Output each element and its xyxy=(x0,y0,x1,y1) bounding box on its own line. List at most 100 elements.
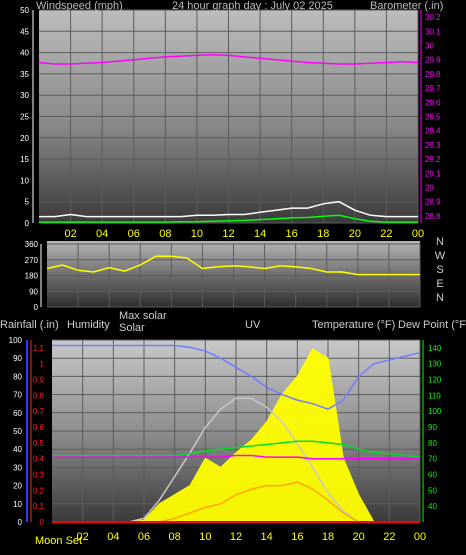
wind-average-line xyxy=(39,214,418,223)
rainfall-tick-label: 0.3 xyxy=(33,471,45,480)
rainfall-tick-label: 1 xyxy=(40,360,45,369)
rain-temp-x-tick-label: 10 xyxy=(199,531,211,543)
barometer-axis: 28.8 28.9 29 29.1 29.2 29.3 29.4 29.5 29.6 29.7 29… xyxy=(420,10,441,223)
barometer-tick-label: 29.5 xyxy=(425,113,441,122)
chart-header-label: Temperature (°F) xyxy=(312,319,395,331)
temperature-line xyxy=(52,440,421,458)
direction-grid xyxy=(47,243,421,308)
rainfall-tick-label: 0.9 xyxy=(33,376,45,385)
windspeed-tick-label: 0 xyxy=(25,219,30,228)
compass-label: N xyxy=(436,292,444,304)
humidity-tick-label: 10 xyxy=(13,500,22,509)
temperature-tick-label: 90 xyxy=(428,423,437,432)
barometer-tick-label: 28.8 xyxy=(425,212,441,221)
wind-x-tick-label: 22 xyxy=(380,228,392,240)
temperature-tick-label: 50 xyxy=(428,486,437,495)
wind-x-tick-label: 08 xyxy=(159,228,171,240)
barometer-tick-label: 29.2 xyxy=(425,155,441,164)
windspeed-tick-label: 5 xyxy=(25,198,30,207)
humidity-tick-label: 80 xyxy=(13,372,22,381)
chart-header-label: Humidity xyxy=(67,319,110,331)
barometer-tick-label: 29.4 xyxy=(425,127,441,136)
rain-temp-x-axis: 02 04 06 08 10 12 14 16 18 20 22 00 xyxy=(77,531,427,543)
rain-temp-x-tick-label: 02 xyxy=(77,531,89,543)
barometer-tick-label: 28.9 xyxy=(425,198,441,207)
chart-header-label: UV xyxy=(245,319,261,331)
compass-label: W xyxy=(435,250,446,262)
rainfall-tick-label: 0.2 xyxy=(33,486,45,495)
temperature-axis: 40 50 60 70 80 90 100 110 120 130 140 xyxy=(422,340,442,522)
windspeed-axis: 0 5 10 15 20 25 30 35 40 45 50 xyxy=(20,6,34,228)
wind-x-tick-label: 14 xyxy=(254,228,266,240)
wind-x-tick-label: 12 xyxy=(222,228,234,240)
barometer-tick-label: 29 xyxy=(425,184,434,193)
wind-x-tick-label: 06 xyxy=(128,228,140,240)
wind-baro-x-axis: 02 04 06 08 10 12 14 16 18 20 22 00 xyxy=(64,228,424,240)
temperature-tick-label: 120 xyxy=(428,376,442,385)
rain-temp-series xyxy=(52,344,421,523)
wind-x-tick-label: 02 xyxy=(64,228,76,240)
rain-temp-x-tick-label: 06 xyxy=(138,531,150,543)
direction-series xyxy=(46,255,420,276)
rain-temp-x-tick-label: 16 xyxy=(291,531,303,543)
compass-label: E xyxy=(436,278,443,290)
wind-x-tick-label: 18 xyxy=(317,228,329,240)
humidity-tick-label: 50 xyxy=(13,427,22,436)
humidity-line xyxy=(52,344,421,411)
chart-header-label: Rainfall (.in) xyxy=(0,319,59,331)
windspeed-tick-label: 20 xyxy=(20,134,29,143)
humidity-tick-label: 100 xyxy=(9,336,23,345)
temperature-tick-label: 140 xyxy=(428,344,442,353)
barometer-tick-label: 29.1 xyxy=(425,169,441,178)
temperature-tick-label: 130 xyxy=(428,360,442,369)
direction-tick-label: 90 xyxy=(29,287,38,296)
moon-set-label: Moon Set xyxy=(35,535,82,547)
windspeed-tick-label: 30 xyxy=(20,91,29,100)
temperature-tick-label: 80 xyxy=(428,439,437,448)
barometer-tick-label: 30 xyxy=(425,42,434,51)
rainfall-tick-label: 0.4 xyxy=(33,455,45,464)
rainfall-axis: 0 0.1 0.2 0.3 0.4 0.5 0.6 0.7 0.8 0.9 1 1.1 xyxy=(30,340,45,527)
humidity-tick-label: 40 xyxy=(13,445,22,454)
windspeed-tick-label: 40 xyxy=(20,49,29,58)
compass-label: S xyxy=(436,264,443,276)
humidity-tick-label: 90 xyxy=(13,354,22,363)
humidity-tick-label: 30 xyxy=(13,463,22,472)
rainfall-tick-label: 0.8 xyxy=(33,391,45,400)
rain-temp-x-tick-label: 20 xyxy=(353,531,365,543)
temperature-tick-label: 100 xyxy=(428,407,442,416)
rain-temp-x-tick-label: 04 xyxy=(107,531,119,543)
chart-title: 24 hour graph day : July 02 2025 xyxy=(172,0,333,12)
humidity-tick-label: 20 xyxy=(13,482,22,491)
wind-direction-line xyxy=(46,255,420,276)
rain-temp-x-tick-label: 18 xyxy=(322,531,334,543)
chart-header-label: Max solar xyxy=(119,310,167,322)
dew-point-line xyxy=(52,454,420,460)
wind-baro-series xyxy=(38,53,419,223)
windspeed-tick-label: 45 xyxy=(20,27,29,36)
windspeed-tick-label: 15 xyxy=(20,155,29,164)
direction-tick-label: 180 xyxy=(25,272,39,281)
rain-temp-x-tick-label: 14 xyxy=(261,531,273,543)
rainfall-tick-label: 1.1 xyxy=(33,344,45,353)
windspeed-tick-label: 50 xyxy=(20,6,29,15)
wind-x-tick-label: 00 xyxy=(412,228,424,240)
wind-x-tick-label: 20 xyxy=(349,228,361,240)
barometer-tick-label: 29.8 xyxy=(425,70,441,79)
barometer-tick-label: 29.9 xyxy=(425,56,441,65)
barometer-axis-label: Barometer (.in) xyxy=(370,0,443,12)
humidity-axis: 0 10 20 30 40 50 60 70 80 90 100 xyxy=(9,336,28,527)
wind-x-tick-label: 10 xyxy=(191,228,203,240)
wind-gust-line xyxy=(39,200,418,218)
temperature-tick-label: 40 xyxy=(428,502,437,511)
barometer-line xyxy=(38,53,419,65)
chart-header-label: Solar xyxy=(119,322,145,334)
windspeed-tick-label: 10 xyxy=(20,176,29,185)
direction-axis: 0 90 180 270 360 xyxy=(25,240,42,312)
rainfall-tick-label: 0.6 xyxy=(33,423,45,432)
temperature-tick-label: 110 xyxy=(428,391,441,400)
windspeed-axis-label: Windspeed (mph) xyxy=(36,0,123,12)
